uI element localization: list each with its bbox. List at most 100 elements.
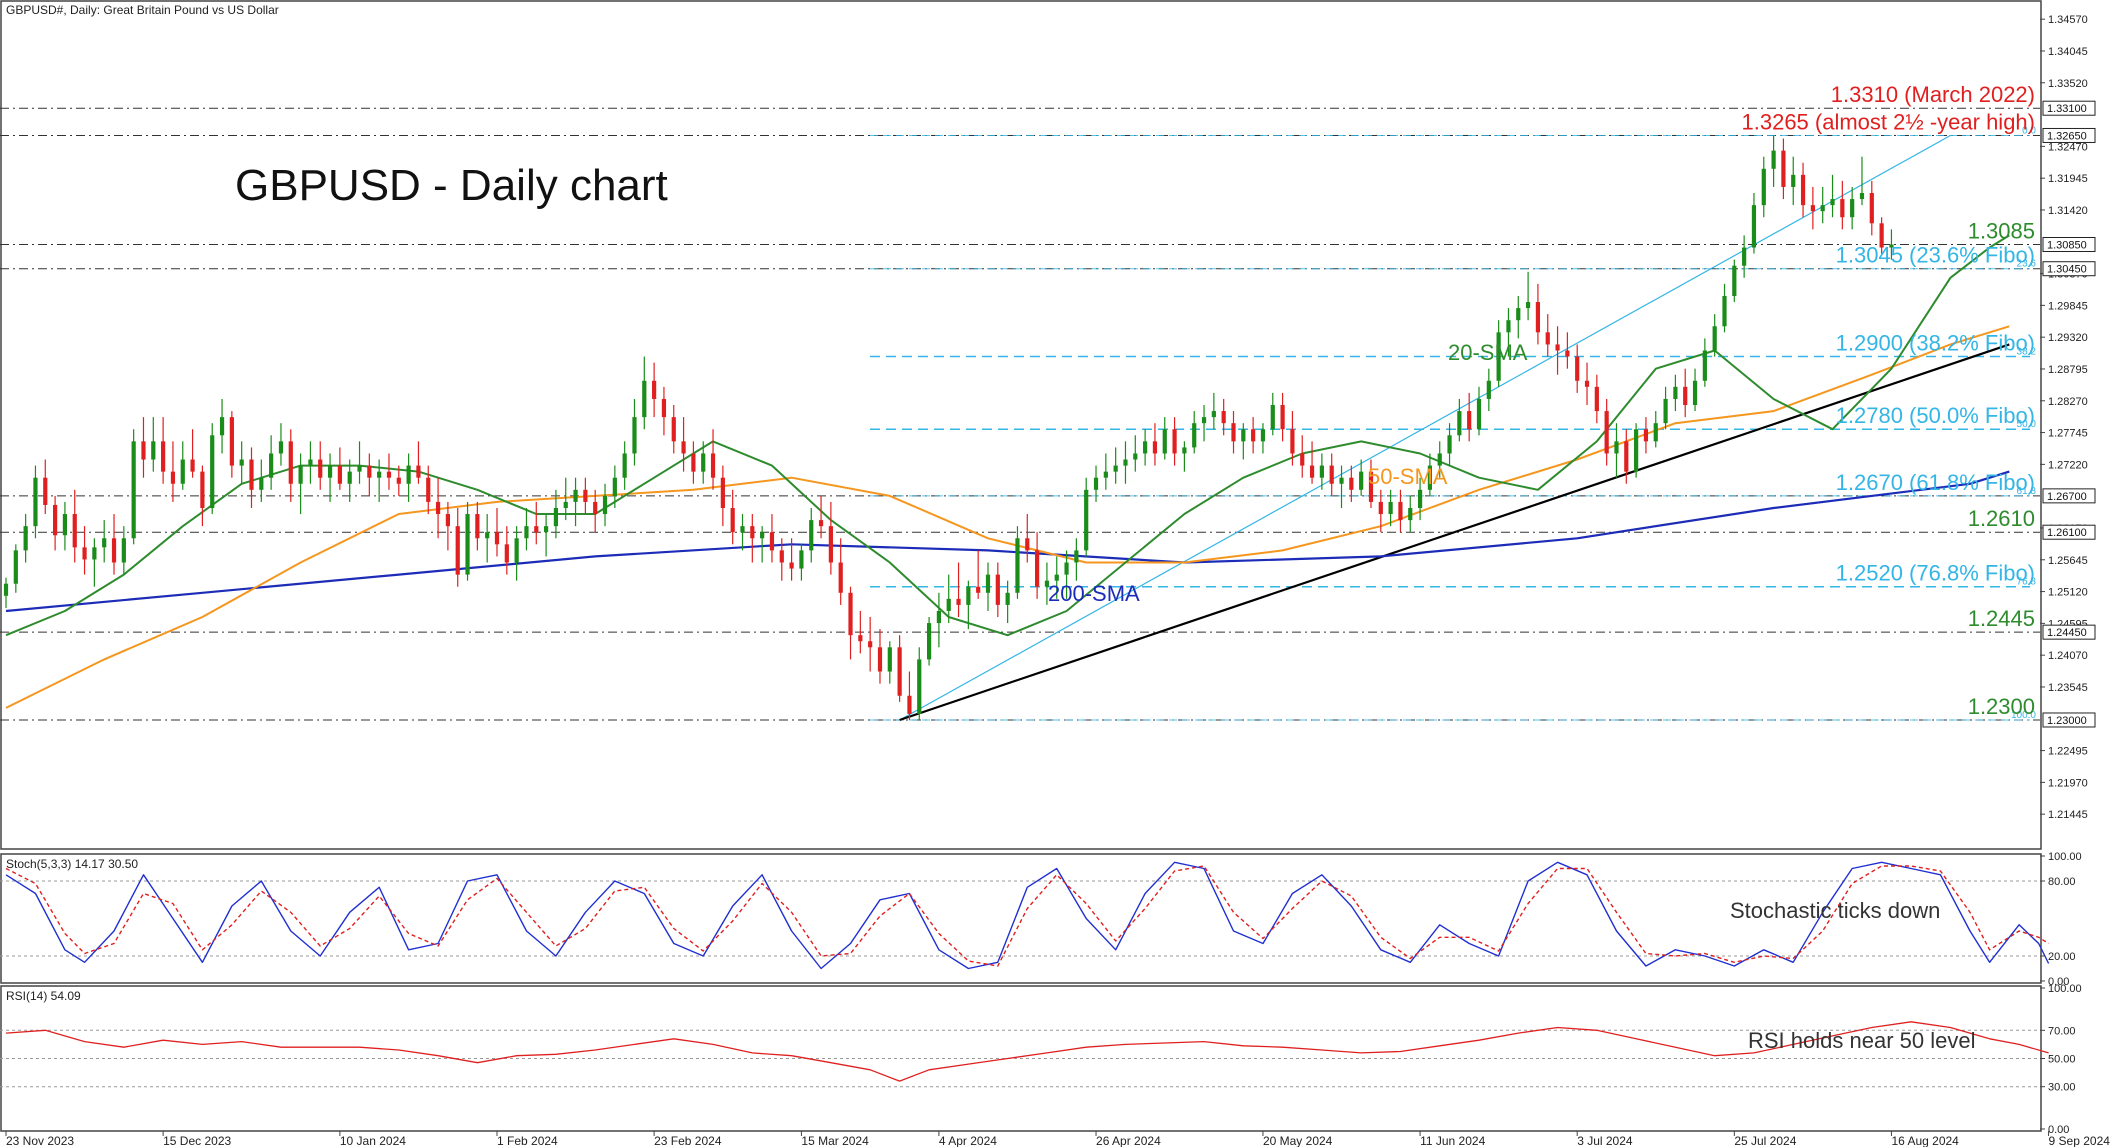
candle-body <box>1781 150 1786 187</box>
candle-body <box>553 507 559 527</box>
fibo-tag: 76.8 <box>2017 577 2037 588</box>
level-annotations: 1.3310 (March 2022)1.3265 (almost 2½ -ye… <box>1742 82 2036 719</box>
rsi-line <box>5 1021 2049 1082</box>
price-level-box <box>2042 712 2096 728</box>
candle-body <box>151 441 156 460</box>
candle-body <box>1103 471 1108 478</box>
candle-body <box>671 417 676 442</box>
candle-body <box>1388 501 1393 515</box>
candle-body <box>622 453 627 478</box>
rsi-tick-label: 30.00 <box>2048 1082 2076 1094</box>
candle-body <box>1614 441 1619 454</box>
fibo-tag: 38.2 <box>2017 347 2037 358</box>
candle-body <box>1555 344 1560 351</box>
candle-body <box>53 504 58 536</box>
fibo-tag: 0.0 <box>2022 125 2036 136</box>
candle-body <box>1535 302 1541 333</box>
chart-title: GBPUSD - Daily chart <box>235 161 668 210</box>
price-level-axis-label: 1.30450 <box>2047 264 2087 276</box>
candle-body <box>701 453 706 472</box>
candle-body <box>1093 477 1099 490</box>
candle-body <box>1820 205 1825 212</box>
level-label: 1.2670 (61.8% Fibo) <box>1836 470 2035 495</box>
price-tick-label: 1.34570 <box>2048 14 2088 26</box>
candle-body <box>1339 477 1344 484</box>
candle-body <box>1084 489 1089 551</box>
candle-body <box>858 635 863 642</box>
candle-body <box>43 477 48 505</box>
rsi-levels <box>0 1029 2040 1088</box>
candle-body <box>612 477 617 496</box>
candle-body <box>318 459 323 478</box>
price-tick-label: 1.25120 <box>2048 587 2088 599</box>
candle-body <box>465 514 470 575</box>
candle-body <box>426 477 431 502</box>
candle-body <box>779 550 784 563</box>
candle-body <box>416 465 421 478</box>
price-tick-label: 1.22495 <box>2048 746 2088 758</box>
candle-body <box>455 526 460 575</box>
candle-body <box>1594 386 1599 412</box>
time-tick-label: 20 May 2024 <box>1263 1134 1333 1147</box>
candle-body <box>1673 386 1678 399</box>
candle-body <box>1133 453 1138 460</box>
candle-body <box>1486 380 1491 399</box>
stochastic-header: Stoch(5,3,3) 14.17 30.50 <box>6 857 138 871</box>
candle-body <box>1251 429 1256 442</box>
candle-body <box>966 586 971 605</box>
symbol-header: GBPUSD#, Daily: Great Britain Pound vs U… <box>6 3 279 17</box>
candle-body <box>563 501 568 508</box>
rsi-tick-label: 50.00 <box>2048 1054 2076 1066</box>
level-label: 1.3045 (23.6% Fibo) <box>1836 243 2035 268</box>
candle-body <box>1663 398 1668 424</box>
candle-body <box>926 623 932 660</box>
rsi-line-path <box>5 1021 2049 1082</box>
fibo-tag: 100.0 <box>2011 710 2036 721</box>
candle-body <box>1643 429 1649 442</box>
candle-body <box>1889 244 1894 248</box>
time-tick-label: 25 Jul 2024 <box>1734 1134 1796 1147</box>
price-level-axis-label: 1.24450 <box>2047 627 2087 639</box>
candle-body <box>1231 423 1236 442</box>
price-tick-label: 1.28270 <box>2048 396 2088 408</box>
candle-body <box>200 471 205 508</box>
candle-body <box>1437 453 1442 466</box>
candle-body <box>1584 380 1590 387</box>
candle-body <box>259 477 264 490</box>
price-tick-label: 1.27220 <box>2048 459 2088 471</box>
sma20-label: 20-SMA <box>1448 340 1528 365</box>
candle-body <box>740 526 745 533</box>
candle-body <box>730 507 735 533</box>
candle-body <box>1025 538 1030 551</box>
candle-body <box>72 514 77 548</box>
price-tick-label: 1.32470 <box>2048 141 2088 153</box>
candle-body <box>1162 429 1167 454</box>
sma50-label: 50-SMA <box>1368 464 1448 489</box>
candle-body <box>946 598 951 611</box>
candle-body <box>661 398 667 418</box>
price-level-axis-label: 1.30850 <box>2047 239 2087 251</box>
candle-body <box>976 586 981 593</box>
candle-body <box>1516 308 1521 321</box>
level-label: 1.3310 (March 2022) <box>1831 82 2035 107</box>
time-tick-label: 10 Jan 2024 <box>340 1134 406 1147</box>
price-panel: GBPUSD#, Daily: Great Britain Pound vs U… <box>0 0 2042 850</box>
candle-body <box>494 532 500 545</box>
candle-body <box>602 495 608 515</box>
candle-body <box>936 610 941 624</box>
candle-body <box>1526 302 1531 309</box>
candle-body <box>524 526 529 539</box>
candle-body <box>1192 423 1197 448</box>
candle-body <box>1850 199 1855 218</box>
support-trendline <box>899 343 2010 722</box>
candle-body <box>1447 435 1452 454</box>
candle-body <box>1290 429 1295 454</box>
candle-body <box>504 544 509 563</box>
candle-body <box>1398 501 1403 521</box>
rsi-header: RSI(14) 54.09 <box>6 989 81 1003</box>
candle-body <box>1427 465 1432 490</box>
candle-body <box>632 417 637 454</box>
candle-body <box>1015 538 1020 593</box>
price-level-axis-label: 1.26700 <box>2047 491 2087 503</box>
